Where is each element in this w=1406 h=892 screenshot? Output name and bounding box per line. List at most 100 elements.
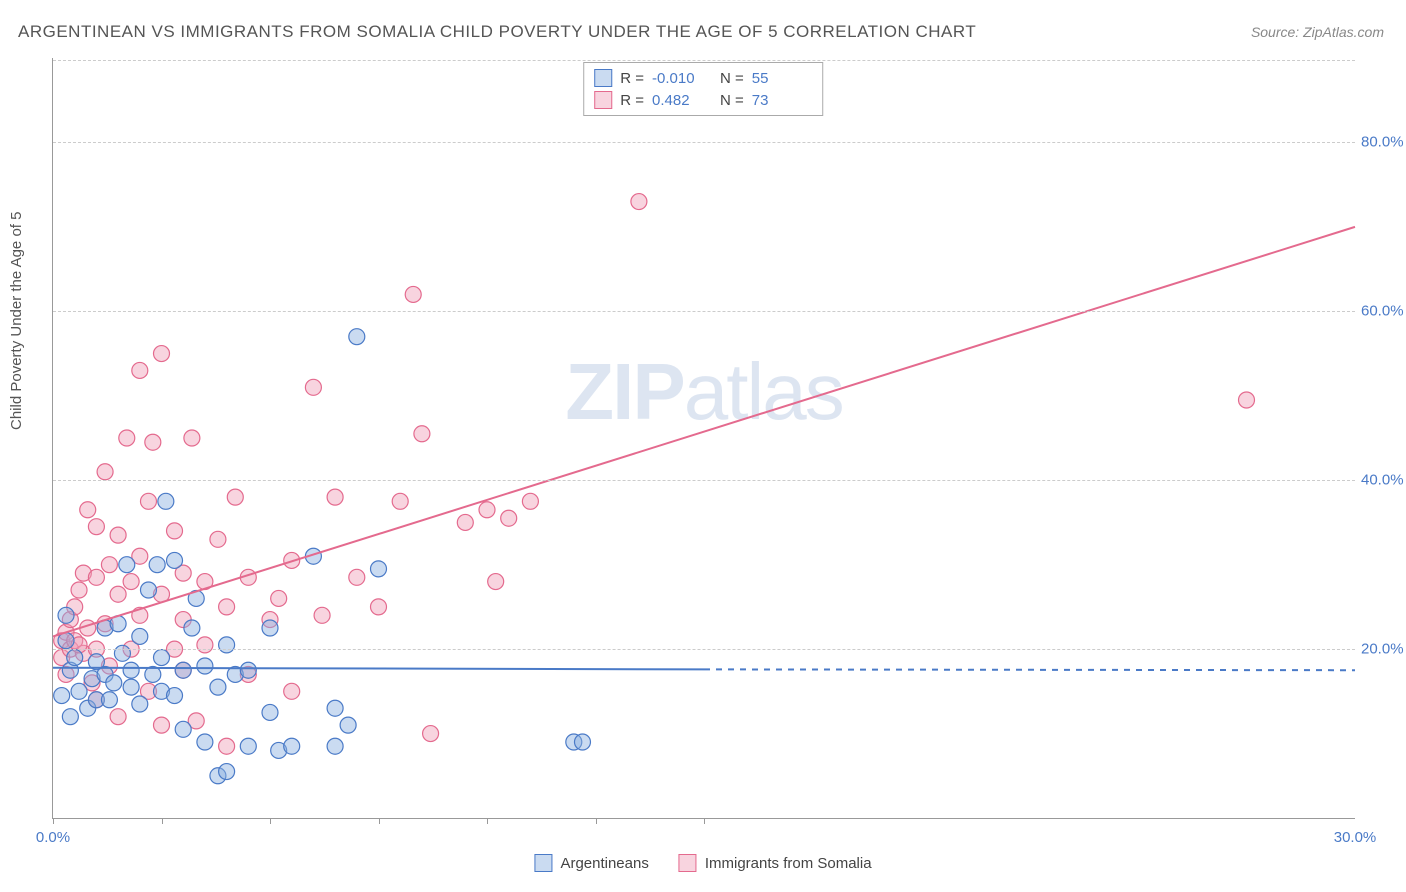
source-attribution: Source: ZipAtlas.com (1251, 24, 1384, 40)
data-point (340, 717, 356, 733)
data-point (154, 650, 170, 666)
data-point (110, 586, 126, 602)
n-label: N = (720, 70, 744, 87)
x-tick-label: 0.0% (36, 829, 70, 846)
data-point (457, 514, 473, 530)
gridline (53, 649, 1355, 650)
data-point (106, 675, 122, 691)
data-point (67, 650, 83, 666)
y-tick-label: 60.0% (1361, 303, 1406, 320)
data-point (1239, 392, 1255, 408)
data-point (71, 683, 87, 699)
data-point (219, 637, 235, 653)
y-tick-label: 20.0% (1361, 641, 1406, 658)
x-tick-mark (596, 818, 597, 824)
swatch-argentineans-icon (534, 854, 552, 872)
data-point (175, 662, 191, 678)
data-point (88, 569, 104, 585)
data-point (271, 590, 287, 606)
data-point (123, 574, 139, 590)
data-point (522, 493, 538, 509)
data-point (197, 658, 213, 674)
data-point (574, 734, 590, 750)
data-point (240, 738, 256, 754)
gridline (53, 311, 1355, 312)
data-point (219, 599, 235, 615)
data-point (158, 493, 174, 509)
gridline (53, 480, 1355, 481)
x-tick-mark (487, 818, 488, 824)
data-point (154, 717, 170, 733)
data-point (175, 721, 191, 737)
trend-line-argentineans-dash (704, 669, 1355, 670)
data-point (167, 688, 183, 704)
data-point (219, 738, 235, 754)
data-point (119, 557, 135, 573)
y-axis-label: Child Poverty Under the Age of 5 (8, 212, 25, 430)
series-legend: Argentineans Immigrants from Somalia (534, 854, 871, 872)
data-point (349, 569, 365, 585)
data-point (145, 434, 161, 450)
data-point (371, 561, 387, 577)
swatch-argentineans (594, 69, 612, 87)
x-tick-mark (704, 818, 705, 824)
data-point (227, 489, 243, 505)
data-point (119, 430, 135, 446)
data-point (88, 519, 104, 535)
data-point (167, 552, 183, 568)
n-value-argentineans: 55 (752, 70, 812, 87)
data-point (262, 704, 278, 720)
data-point (210, 531, 226, 547)
data-point (219, 764, 235, 780)
data-point (140, 582, 156, 598)
legend-item-somalia: Immigrants from Somalia (679, 854, 872, 872)
swatch-somalia-icon (679, 854, 697, 872)
data-point (140, 493, 156, 509)
data-point (314, 607, 330, 623)
data-point (167, 523, 183, 539)
data-point (184, 430, 200, 446)
data-point (80, 502, 96, 518)
legend-item-argentineans: Argentineans (534, 854, 648, 872)
r-label: R = (620, 70, 644, 87)
data-point (327, 738, 343, 754)
correlation-legend: R = -0.010 N = 55 R = 0.482 N = 73 (583, 62, 823, 116)
data-point (327, 700, 343, 716)
r-value-argentineans: -0.010 (652, 70, 712, 87)
data-point (149, 557, 165, 573)
x-tick-mark (53, 818, 54, 824)
data-point (123, 662, 139, 678)
x-tick-label: 30.0% (1334, 829, 1377, 846)
data-point (132, 362, 148, 378)
legend-row-somalia: R = 0.482 N = 73 (594, 89, 812, 111)
data-point (197, 734, 213, 750)
y-tick-label: 80.0% (1361, 134, 1406, 151)
data-point (132, 696, 148, 712)
data-point (284, 738, 300, 754)
data-point (110, 527, 126, 543)
data-point (101, 557, 117, 573)
data-point (305, 379, 321, 395)
data-point (132, 628, 148, 644)
y-tick-label: 40.0% (1361, 472, 1406, 489)
data-point (501, 510, 517, 526)
data-point (54, 688, 70, 704)
legend-label-somalia: Immigrants from Somalia (705, 855, 872, 872)
data-point (479, 502, 495, 518)
r-value-somalia: 0.482 (652, 92, 712, 109)
scatter-svg (53, 58, 1355, 818)
data-point (488, 574, 504, 590)
data-point (154, 346, 170, 362)
chart-title: ARGENTINEAN VS IMMIGRANTS FROM SOMALIA C… (18, 22, 976, 42)
data-point (414, 426, 430, 442)
data-point (58, 607, 74, 623)
data-point (97, 464, 113, 480)
x-tick-mark (162, 818, 163, 824)
data-point (123, 679, 139, 695)
plot-area: ZIPatlas 20.0%40.0%60.0%80.0%0.0%30.0% (52, 58, 1355, 819)
data-point (184, 620, 200, 636)
legend-row-argentineans: R = -0.010 N = 55 (594, 67, 812, 89)
data-point (101, 692, 117, 708)
data-point (262, 620, 278, 636)
x-tick-mark (270, 818, 271, 824)
